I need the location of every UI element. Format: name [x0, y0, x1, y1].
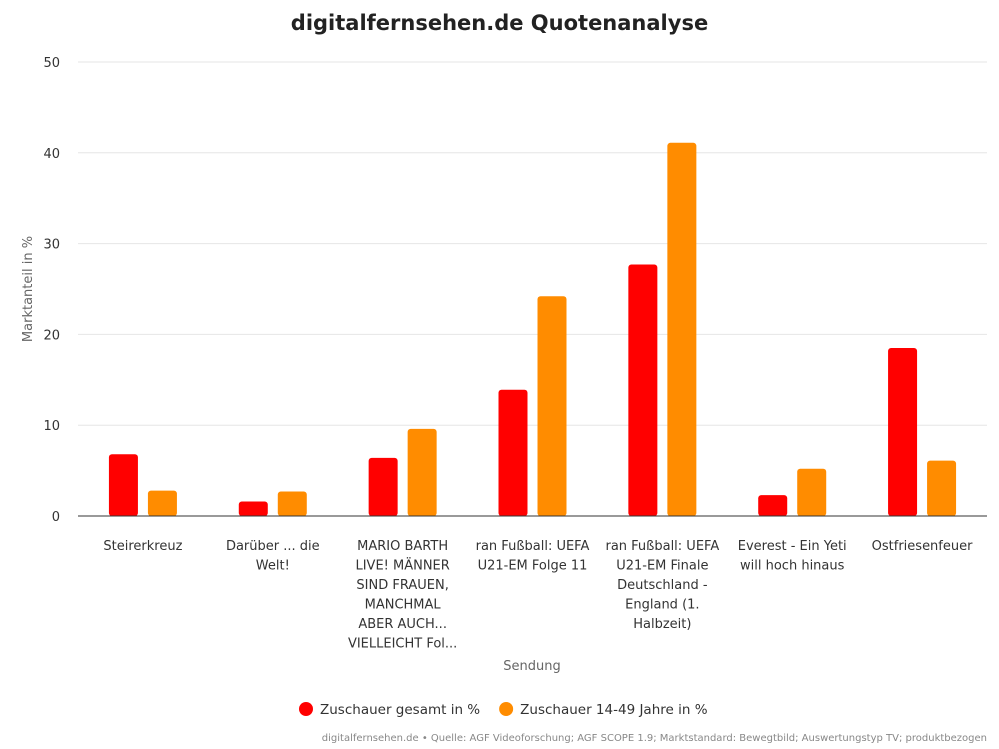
- bar-14-49-2[interactable]: [277, 491, 307, 516]
- bar-14-49-1[interactable]: [147, 490, 177, 516]
- y-tick-label: 40: [43, 147, 60, 162]
- legend-marker: [299, 702, 313, 716]
- x-category-label: Everest - Ein Yeti will hoch hinaus: [738, 539, 847, 574]
- bar-14-49-4[interactable]: [537, 296, 567, 516]
- x-category-label: ran Fußball: UEFA U21-EM Folge 11: [476, 539, 590, 574]
- x-category-label: Darüber ... die Welt!: [226, 539, 320, 574]
- x-category-label: ran Fußball: UEFA U21-EM Finale Deutschlan…: [605, 539, 719, 632]
- chart-title: digitalfernsehen.de Quotenanalyse: [291, 11, 708, 35]
- y-tick-label: 10: [43, 419, 60, 434]
- legend: Zuschauer gesamt in % Zuschauer 14-49 Jah…: [299, 702, 708, 718]
- x-category-label: Steirerkreuz: [103, 539, 182, 554]
- y-tick-label: 30: [43, 238, 60, 253]
- bar-gesamt-4[interactable]: [498, 389, 528, 516]
- y-tick-label: 20: [43, 328, 60, 343]
- y-axis-title: Marktanteil in %: [21, 236, 36, 342]
- bar-gesamt-7[interactable]: [888, 348, 918, 516]
- credits: digitalfernsehen.de • Quelle: AGF Videof…: [322, 733, 987, 744]
- bar-gesamt-3[interactable]: [368, 457, 398, 516]
- x-category-label: Ostfriesenfeuer: [872, 539, 973, 554]
- bar-gesamt-5[interactable]: [628, 264, 658, 516]
- bar-14-49-5[interactable]: [667, 142, 697, 516]
- y-tick-label: 0: [52, 510, 60, 525]
- bar-14-49-6[interactable]: [797, 468, 827, 516]
- bar-gesamt-1[interactable]: [108, 454, 138, 516]
- x-axis-title: Sendung: [503, 659, 560, 674]
- x-category-label: MARIO BARTH LIVE! MÄNNER SIND FRAUEN, MANCH…: [348, 539, 457, 652]
- legend-marker: [499, 702, 514, 716]
- bar-gesamt-2[interactable]: [238, 501, 268, 516]
- legend-label[interactable]: Zuschauer gesamt in %: [320, 702, 480, 718]
- bar-14-49-3[interactable]: [407, 428, 437, 516]
- y-tick-label: 50: [43, 56, 60, 71]
- bar-14-49-7[interactable]: [927, 460, 957, 516]
- legend-label[interactable]: Zuschauer 14-49 Jahre in %: [520, 702, 708, 718]
- bar-gesamt-6[interactable]: [758, 495, 788, 516]
